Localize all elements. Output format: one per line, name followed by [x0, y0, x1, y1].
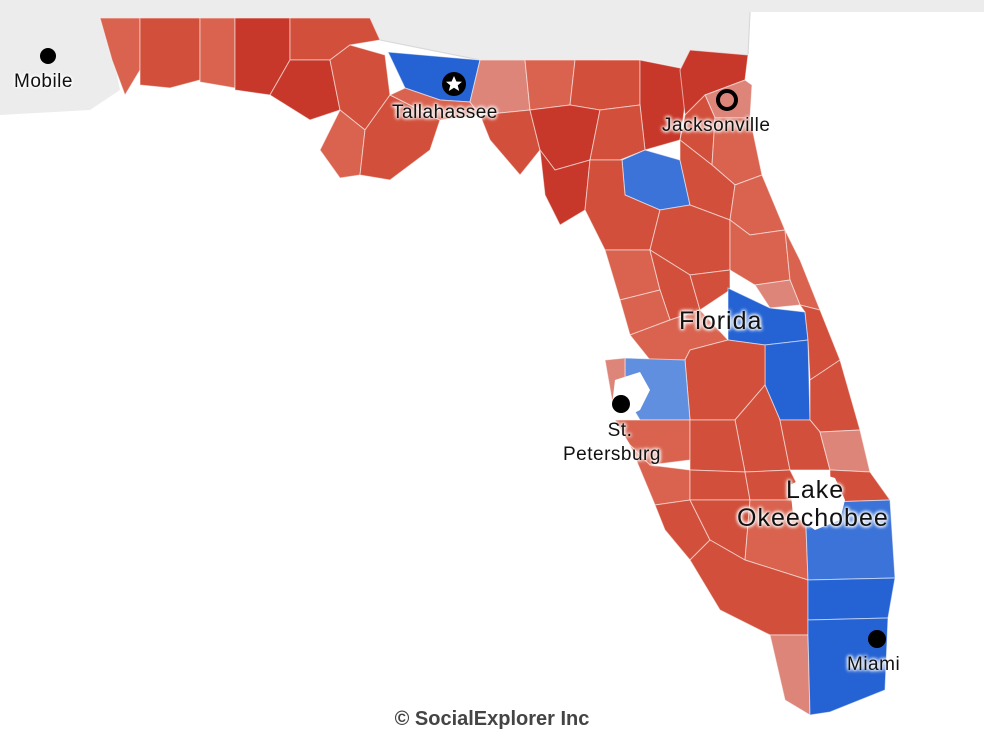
county — [569, 59, 641, 111]
water-label-lake: Lake — [786, 476, 845, 504]
county — [139, 17, 201, 89]
state-label-florida: Florida — [679, 307, 763, 335]
florida-counties — [99, 17, 896, 716]
county — [99, 17, 141, 97]
county — [479, 109, 541, 176]
city-label-miami: Miami — [847, 654, 901, 675]
county — [199, 17, 236, 89]
city-marker-jacksonville[interactable] — [716, 89, 738, 111]
city-marker-miami[interactable] — [868, 630, 886, 648]
lake-okeechobee — [790, 472, 845, 530]
county — [807, 577, 896, 621]
county — [319, 109, 366, 179]
city-label-tallahassee: Tallahassee — [392, 102, 498, 123]
copyright-notice: © SocialExplorer Inc — [394, 708, 590, 730]
neighbor-states — [0, 0, 984, 115]
city-label-mobile: Mobile — [14, 71, 73, 92]
star-icon — [446, 76, 462, 91]
county — [689, 469, 751, 501]
county — [689, 419, 746, 473]
county — [524, 59, 576, 111]
water-label-okeechobee: Okeechobee — [737, 504, 889, 532]
city-marker-st-petersburg[interactable] — [612, 395, 630, 413]
city-marker-mobile[interactable] — [40, 48, 56, 64]
county — [807, 617, 889, 716]
county — [269, 59, 341, 121]
city-label-st-petersburg-line2: Petersburg — [563, 444, 661, 465]
county — [769, 634, 811, 716]
city-label-jacksonville: Jacksonville — [662, 115, 771, 136]
city-label-st-petersburg-line1: St. — [607, 420, 633, 441]
